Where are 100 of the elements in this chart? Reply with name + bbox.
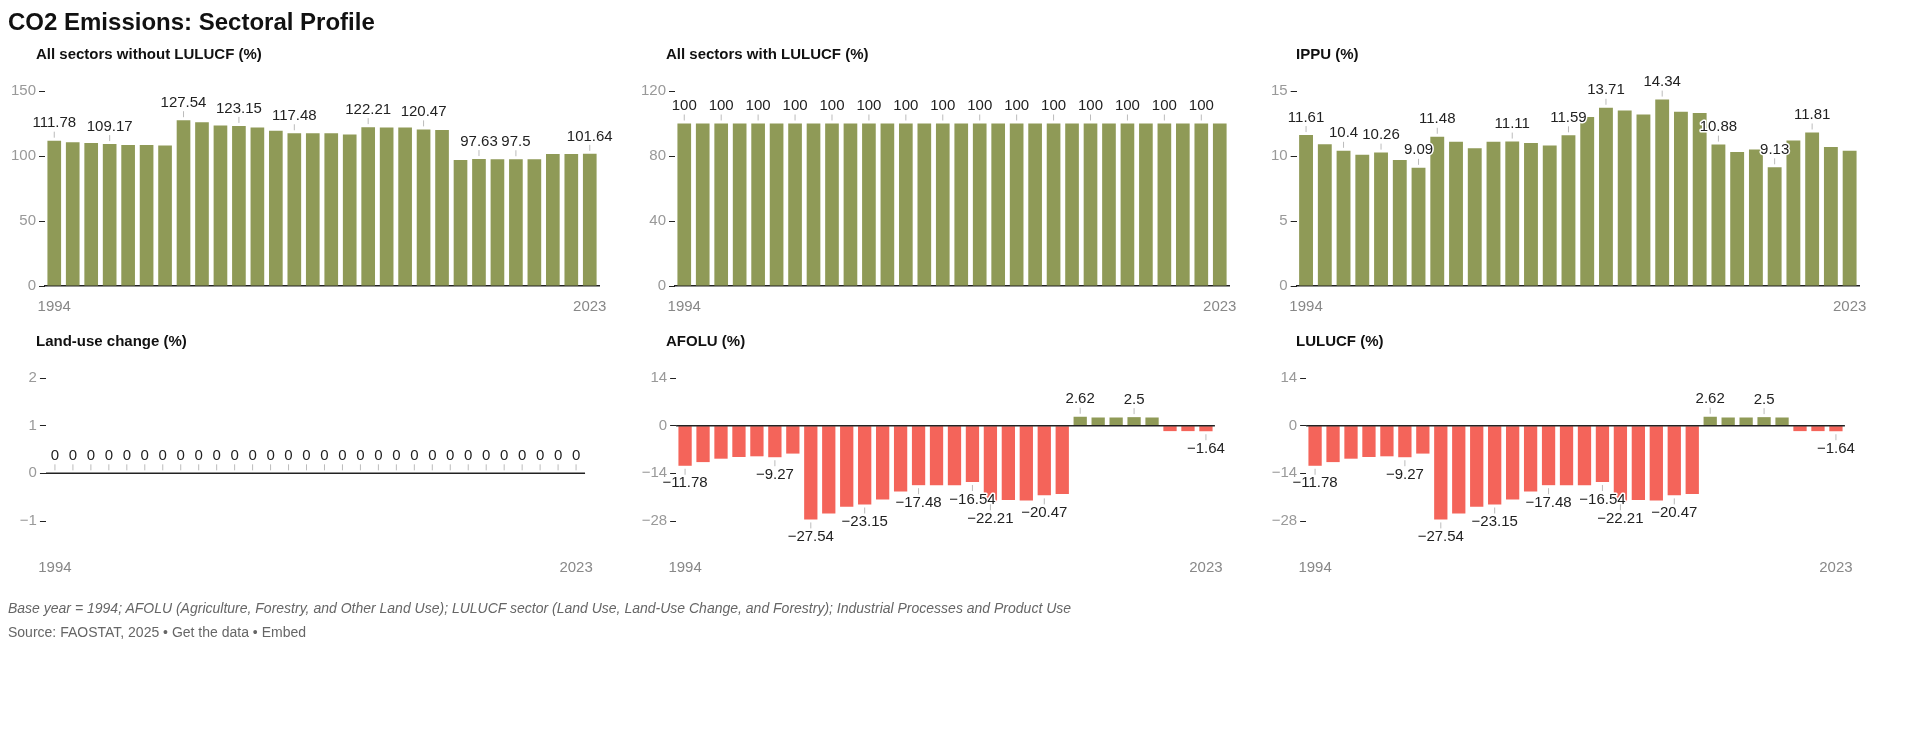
data-label: 100 xyxy=(1077,96,1104,114)
bar xyxy=(1308,426,1322,466)
text: Base year = 1994; AFOLU (Agriculture, Forestry, and Other Land Use); LULUCF sector (Land Use, Land-Use Change, and Forestry); Industrial Processes and Product Use xyxy=(8,600,1072,616)
bar xyxy=(1523,426,1538,492)
y-tick-label: 0 xyxy=(657,276,667,294)
bar xyxy=(582,153,597,286)
bar xyxy=(696,426,710,463)
data-label: −9.27 xyxy=(1385,464,1424,482)
y-tick-label: −1 xyxy=(19,511,37,529)
bar xyxy=(250,127,265,286)
bar xyxy=(1667,426,1681,496)
y-tick-label: 80 xyxy=(649,146,667,164)
bar xyxy=(1655,99,1670,286)
data-label: −9.27 xyxy=(755,464,794,482)
bar xyxy=(564,154,579,286)
bar xyxy=(416,129,431,286)
bar xyxy=(305,133,320,286)
bar xyxy=(893,426,908,492)
bar xyxy=(1467,148,1482,286)
bar xyxy=(1163,426,1177,432)
bar xyxy=(1199,426,1213,432)
data-label: 100 xyxy=(708,96,734,114)
data-label: 0 xyxy=(230,445,239,463)
y-tick-label: 40 xyxy=(649,211,667,229)
data-label: 100 xyxy=(1114,96,1140,114)
chart-title: LULUCF (%) xyxy=(1296,332,1385,351)
bar xyxy=(804,426,818,520)
bar xyxy=(84,143,99,286)
bar xyxy=(875,426,890,500)
bar xyxy=(1767,167,1782,286)
bar xyxy=(1559,426,1574,486)
data-label: 100 xyxy=(1188,96,1214,114)
bar xyxy=(47,140,62,286)
data-label: 0 xyxy=(158,445,167,463)
data-label: 0 xyxy=(122,445,131,463)
data-label: 100 xyxy=(930,96,956,114)
data-label: −22.21 xyxy=(1597,508,1644,526)
data-label: 0 xyxy=(68,445,78,463)
bar xyxy=(1674,111,1688,286)
data-label: 0 xyxy=(553,445,563,463)
bar xyxy=(1721,417,1735,426)
x-tick-label: 2023 xyxy=(1819,558,1853,576)
bar xyxy=(1599,107,1613,286)
bar xyxy=(1542,145,1557,286)
bar xyxy=(929,426,944,486)
y-tick-label: 150 xyxy=(11,81,37,99)
bar xyxy=(858,426,872,505)
chart-title: All sectors without LULUCF (%) xyxy=(36,45,263,64)
data-label: 122.21 xyxy=(345,99,392,117)
y-tick-label: 15 xyxy=(1271,81,1288,99)
bar xyxy=(1001,426,1016,500)
bar xyxy=(472,159,486,286)
data-label: 101.64 xyxy=(566,126,613,144)
data-label: 100 xyxy=(893,96,919,114)
data-label: −20.47 xyxy=(1021,503,1068,520)
data-label: 0 xyxy=(320,445,329,463)
bar xyxy=(102,144,117,286)
data-label: 11.81 xyxy=(1793,105,1831,123)
data-label: 0 xyxy=(248,445,257,463)
data-label: 100 xyxy=(856,96,882,114)
y-tick-label: 5 xyxy=(1279,211,1288,229)
y-tick-label: 10 xyxy=(1271,146,1288,164)
data-label: 100 xyxy=(671,96,697,114)
data-label: 0 xyxy=(517,445,527,463)
bar xyxy=(139,144,154,286)
data-label: 111.78 xyxy=(32,113,77,131)
bar xyxy=(121,144,135,286)
bar xyxy=(1145,417,1159,426)
data-label: 11.11 xyxy=(1494,114,1530,132)
bar xyxy=(546,154,560,286)
data-label: 100 xyxy=(1151,96,1177,114)
data-label: 117.48 xyxy=(271,105,317,123)
y-tick-label: 120 xyxy=(641,81,667,99)
bar xyxy=(361,127,376,286)
bar xyxy=(1524,143,1538,286)
bar xyxy=(1595,426,1610,482)
bar xyxy=(1411,167,1426,286)
y-tick-label: 14 xyxy=(1280,368,1298,386)
bar xyxy=(1181,426,1195,432)
chart-title: All sectors with LULUCF (%) xyxy=(666,45,870,64)
bar xyxy=(786,426,800,454)
data-label: 0 xyxy=(302,445,311,463)
bar xyxy=(1019,426,1033,501)
chart-title: AFOLU (%) xyxy=(666,332,747,351)
chart-title: Land-use change (%) xyxy=(36,332,188,351)
bar xyxy=(1073,416,1087,426)
bar xyxy=(1561,135,1576,286)
bar xyxy=(1416,426,1430,454)
bar xyxy=(714,426,728,459)
bar xyxy=(342,134,357,286)
bar xyxy=(379,127,394,286)
y-tick-label: 14 xyxy=(650,368,668,386)
bar xyxy=(324,133,339,286)
bar xyxy=(840,426,854,507)
bar xyxy=(1326,426,1340,463)
bar xyxy=(1811,426,1825,432)
bar xyxy=(822,426,836,514)
x-tick-label: 1994 xyxy=(37,297,71,315)
source-note: Source: FAOSTAT, 2025 • Get the data • Embed xyxy=(8,624,307,640)
bar xyxy=(1505,426,1520,500)
